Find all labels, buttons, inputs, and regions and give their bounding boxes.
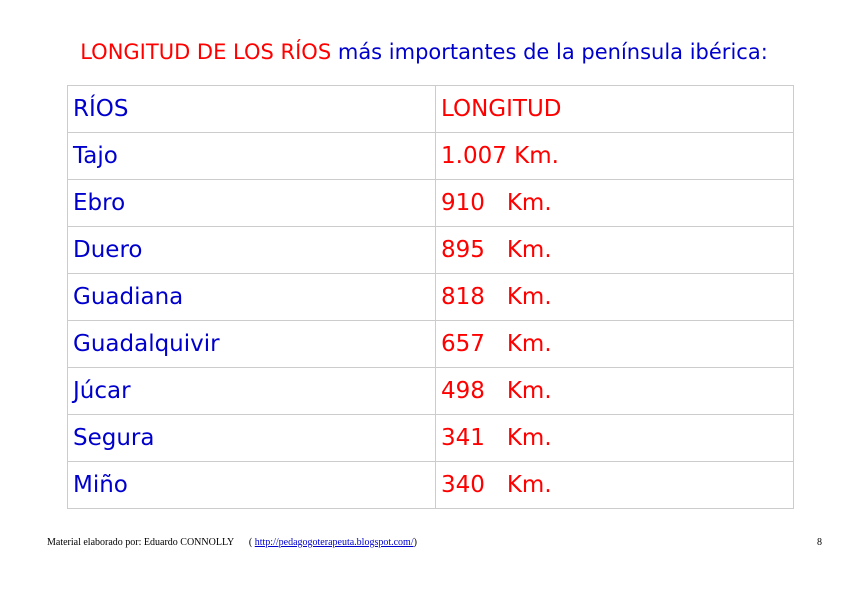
table-row: Ebro 910 Km. bbox=[67, 179, 794, 227]
table-row: RÍOS LONGITUD bbox=[67, 85, 794, 133]
table-row: Guadalquivir 657 Km. bbox=[67, 320, 794, 368]
river-cell: Júcar bbox=[67, 367, 436, 415]
length-cell: 498 Km. bbox=[435, 367, 794, 415]
river-cell: RÍOS bbox=[67, 85, 436, 133]
length-cell: 340 Km. bbox=[435, 461, 794, 509]
paren: ) bbox=[413, 537, 417, 548]
river-cell: Ebro bbox=[67, 179, 436, 227]
title: LONGITUD DE LOS RÍOS más importantes de … bbox=[0, 40, 848, 64]
table-row: Miño 340 Km. bbox=[67, 461, 794, 509]
river-cell: Miño bbox=[67, 461, 436, 509]
length-cell: 1.007 Km. bbox=[435, 132, 794, 180]
length-cell: 341 Km. bbox=[435, 414, 794, 462]
table-row: Duero 895 Km. bbox=[67, 226, 794, 274]
table-row: Segura 341 Km. bbox=[67, 414, 794, 462]
blog-link[interactable]: http://pedagogoterapeuta.blogspot.com/ bbox=[254, 537, 414, 548]
river-cell: Segura bbox=[67, 414, 436, 462]
table-row: Júcar 498 Km. bbox=[67, 367, 794, 415]
rivers-table: RÍOS LONGITUD Tajo 1.007 Km. Ebro 910 Km. Duer… bbox=[67, 85, 794, 509]
length-cell: 910 Km. bbox=[435, 179, 794, 227]
author: Material elaborado por: Eduardo CONNOLLY bbox=[47, 537, 234, 548]
river-cell: Guadiana bbox=[67, 273, 436, 321]
paren: ( bbox=[248, 537, 253, 548]
river-cell: Tajo bbox=[67, 132, 436, 180]
footer: Material elaborado por: Eduardo CONNOLLY… bbox=[47, 537, 822, 548]
length-cell: LONGITUD bbox=[435, 85, 794, 133]
river-cell: Guadalquivir bbox=[67, 320, 436, 368]
title-red: LONGITUD DE LOS RÍOS bbox=[80, 40, 332, 64]
river-cell: Duero bbox=[67, 226, 436, 274]
page-number: 8 bbox=[817, 537, 822, 548]
title-blue: más importantes de la península ibérica: bbox=[337, 40, 768, 64]
table-row: Tajo 1.007 Km. bbox=[67, 132, 794, 180]
length-cell: 657 Km. bbox=[435, 320, 794, 368]
table-row: Guadiana 818 Km. bbox=[67, 273, 794, 321]
length-cell: 895 Km. bbox=[435, 226, 794, 274]
length-cell: 818 Km. bbox=[435, 273, 794, 321]
